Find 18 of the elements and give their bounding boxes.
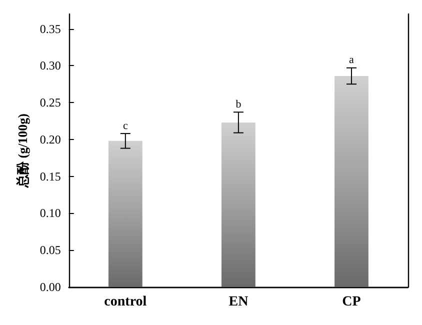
y-tick-label: 0.20 (40, 132, 61, 146)
y-tick-label: 0.05 (40, 243, 61, 258)
x-tick-label: CP (342, 294, 362, 310)
bar (221, 122, 256, 287)
annotation: b (236, 98, 242, 110)
y-tick-label: 0.00 (40, 280, 61, 294)
x-tick-label: control (104, 294, 147, 310)
annotation: c (122, 120, 128, 132)
y-tick-label: 0.10 (40, 206, 61, 220)
annotation: a (349, 54, 354, 66)
y-tick-label: 0.25 (40, 96, 61, 110)
bar (334, 76, 368, 287)
x-tick-label: EN (228, 294, 248, 310)
y-tick-label: 0.35 (40, 22, 61, 36)
bar (108, 140, 142, 287)
y-tick-label: 0.15 (40, 169, 61, 184)
y-axis-title: 总酚 (g/100g) (15, 113, 30, 189)
y-tick-label: 0.30 (40, 58, 61, 73)
